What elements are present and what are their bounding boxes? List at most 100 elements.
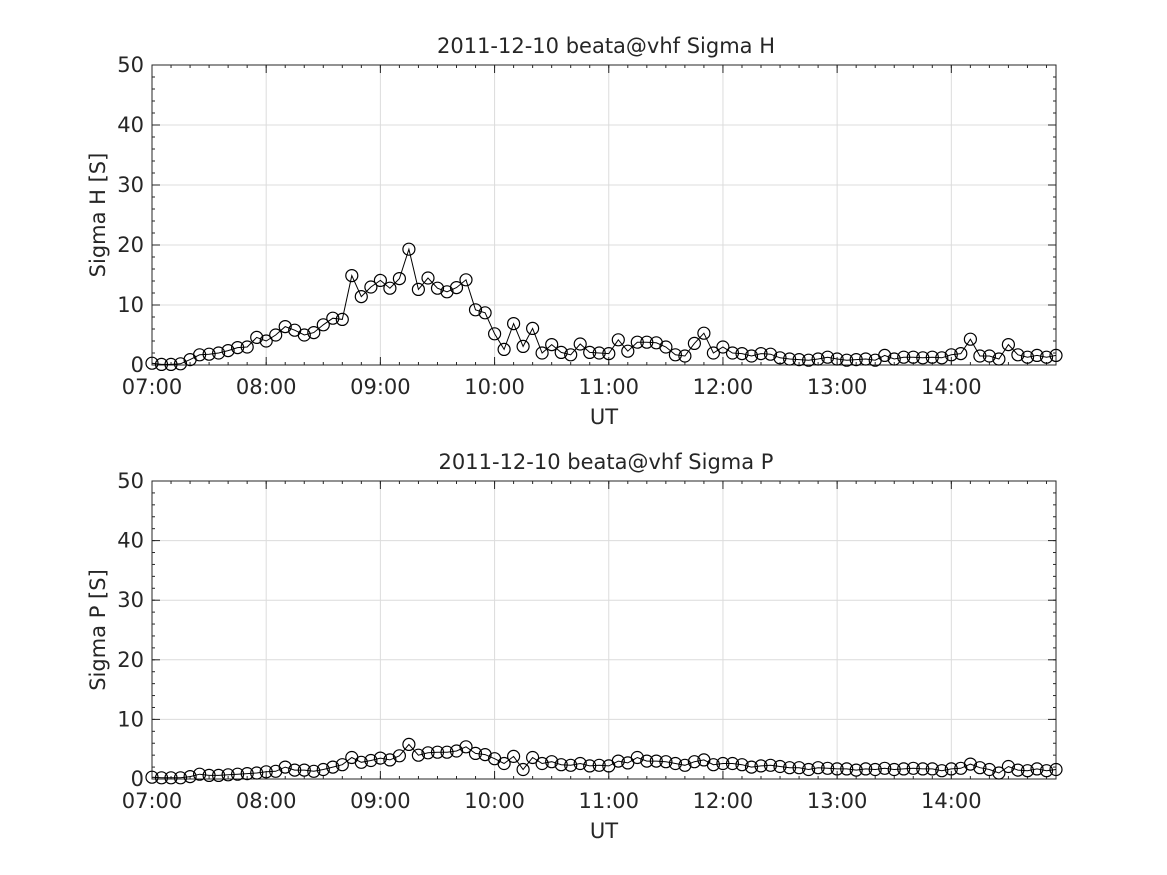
data-point-marker: [221, 768, 235, 782]
data-point-marker: [421, 746, 435, 760]
data-point-marker: [659, 755, 673, 769]
data-point-marker: [554, 345, 568, 359]
data-point-marker: [345, 269, 359, 283]
axes-box: [151, 64, 1057, 366]
data-point-marker: [830, 352, 844, 366]
x-tick-label: 14:00: [921, 789, 982, 813]
data-point-marker: [1020, 350, 1035, 364]
data-point-marker: [364, 280, 378, 294]
data-point-marker: [992, 352, 1006, 366]
series-line: [151, 743, 1057, 779]
data-point-marker: [269, 328, 283, 342]
data-point-marker: [887, 352, 901, 366]
data-point-marker: [716, 756, 730, 771]
data-point-marker: [744, 349, 759, 363]
data-point-marker: [535, 346, 549, 360]
data-point-marker: [193, 348, 207, 362]
data-point-marker: [202, 768, 216, 783]
data-point-marker: [430, 745, 445, 759]
data-point-marker: [668, 348, 683, 362]
data-point-marker: [792, 353, 806, 367]
x-tick-label: 08:00: [236, 375, 297, 399]
data-point-marker: [373, 751, 387, 765]
data-point-marker: [649, 754, 663, 768]
data-point-marker: [678, 349, 692, 363]
data-point-marker: [240, 340, 254, 354]
data-point-marker: [259, 334, 273, 348]
x-tick-label: 10:00: [464, 789, 525, 813]
data-point-marker: [773, 351, 787, 365]
data-point-marker: [354, 755, 368, 769]
data-point-marker: [859, 352, 873, 366]
data-point-marker: [221, 344, 235, 358]
data-point-marker: [849, 763, 863, 777]
y-tick-label: 20: [117, 233, 144, 257]
data-point-marker: [193, 767, 207, 781]
data-point-marker: [478, 306, 492, 320]
data-point-marker: [459, 273, 473, 287]
data-point-marker: [278, 320, 292, 334]
data-point-marker: [916, 762, 930, 776]
data-point-marker: [687, 336, 702, 350]
data-point-marker: [583, 759, 597, 773]
data-point-marker: [1030, 762, 1044, 776]
x-tick-label: 13:00: [807, 375, 868, 399]
data-point-marker: [583, 345, 597, 359]
data-point-marker: [307, 326, 321, 340]
data-point-marker: [173, 771, 188, 785]
x-tick-label: 07:00: [122, 789, 183, 813]
data-point-marker: [316, 318, 330, 332]
data-point-marker: [944, 348, 958, 362]
data-point-marker: [231, 767, 245, 781]
data-point-marker: [602, 347, 616, 361]
data-point-marker: [154, 357, 169, 371]
y-tick-label: 10: [117, 293, 144, 317]
y-axis-label: Sigma H [S]: [86, 153, 110, 278]
data-point-marker: [478, 747, 492, 762]
data-point-marker: [1030, 348, 1044, 362]
data-point-marker: [459, 740, 473, 754]
data-point-marker: [411, 748, 425, 762]
data-point-marker: [573, 756, 587, 771]
y-tick-label: 30: [117, 588, 144, 612]
data-point-marker: [792, 761, 806, 775]
data-point-marker: [1039, 764, 1054, 778]
data-point-marker: [250, 330, 264, 344]
data-point-marker: [611, 754, 625, 768]
data-point-marker: [240, 766, 254, 781]
data-point-marker: [564, 758, 578, 772]
data-point-marker: [820, 350, 835, 364]
data-point-marker: [383, 753, 397, 767]
data-point-marker: [668, 756, 683, 771]
chart-title: 2011-12-10 beata@vhf Sigma P: [439, 450, 774, 474]
data-point-marker: [687, 755, 702, 769]
data-point-marker: [944, 762, 958, 776]
data-point-marker: [1011, 348, 1025, 362]
data-point-marker: [164, 771, 178, 785]
data-point-marker: [878, 348, 892, 362]
data-point-marker: [916, 351, 930, 365]
data-point-marker: [849, 353, 863, 367]
data-point-marker: [801, 762, 816, 777]
data-point-marker: [621, 344, 635, 358]
data-point-marker: [982, 349, 997, 363]
y-tick-label: 10: [117, 707, 144, 731]
data-point-marker: [1020, 764, 1035, 778]
data-point-marker: [592, 346, 606, 360]
data-point-marker: [906, 761, 920, 775]
data-point-marker: [535, 756, 549, 771]
data-point-marker: [630, 335, 644, 349]
data-point-marker: [725, 756, 740, 771]
data-point-marker: [326, 311, 340, 325]
data-point-marker: [963, 757, 978, 771]
data-point-marker: [1011, 763, 1025, 777]
data-point-marker: [935, 764, 949, 778]
data-point-marker: [973, 761, 987, 775]
data-point-marker: [154, 771, 169, 785]
data-point-marker: [383, 281, 397, 295]
data-point-marker: [354, 290, 368, 304]
x-tick-label: 09:00: [350, 789, 411, 813]
data-point-marker: [212, 346, 226, 360]
data-point-marker: [392, 272, 406, 286]
